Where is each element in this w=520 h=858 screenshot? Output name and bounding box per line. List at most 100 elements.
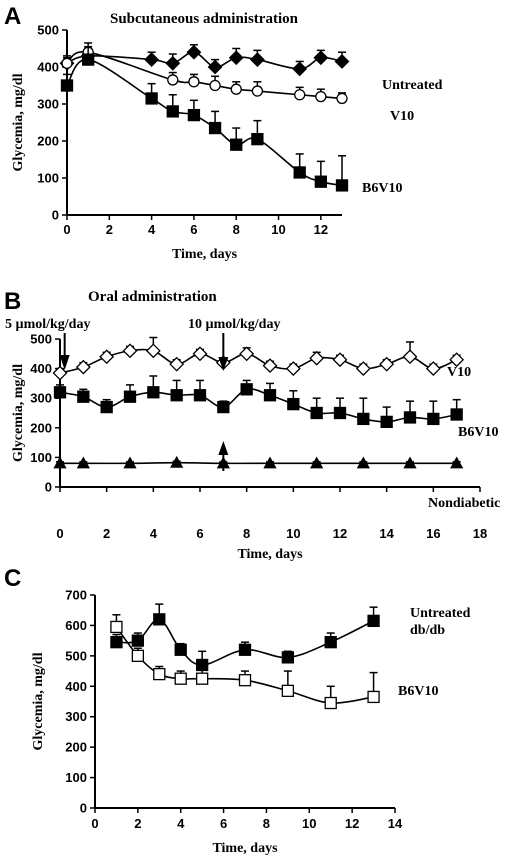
data-point — [174, 672, 187, 685]
chart-title: Oral administration — [88, 289, 217, 305]
series-label: B6V10 — [398, 684, 438, 699]
data-point — [170, 455, 184, 468]
x-tick-label: 8 — [263, 816, 270, 831]
x-tick-label: 2 — [103, 526, 110, 541]
data-point — [379, 356, 395, 372]
data-point — [53, 456, 67, 469]
x-tick-label: 4 — [148, 222, 156, 237]
data-point — [75, 359, 91, 375]
data-point — [147, 386, 160, 399]
panel-letter: C — [4, 565, 21, 592]
x-tick-label: 2 — [106, 222, 113, 237]
data-point — [309, 350, 325, 366]
data-point — [367, 690, 380, 704]
data-point — [324, 696, 337, 710]
x-tick-label: 0 — [91, 816, 98, 831]
data-point — [402, 349, 418, 365]
data-point — [450, 456, 464, 469]
data-point — [195, 672, 209, 685]
y-tick-label: 400 — [30, 361, 52, 376]
data-point — [188, 76, 200, 88]
x-tick-label: 14 — [379, 526, 394, 541]
data-point — [314, 175, 327, 188]
data-point — [324, 636, 337, 649]
data-point — [450, 408, 463, 421]
panel-A: A Subcutaneous administration 0 2 4 6 8 10 12 0 10… — [4, 3, 443, 262]
data-point — [287, 397, 300, 411]
data-point — [144, 52, 160, 68]
data-point — [110, 620, 123, 634]
data-point — [238, 674, 252, 687]
x-tick-label: 12 — [345, 816, 359, 831]
data-point — [403, 456, 417, 469]
y-tick-label: 0 — [45, 480, 52, 495]
series-label: B6V10 — [458, 425, 498, 440]
panel-C: C 0 2 4 6 8 10 12 14 0 100 200 300 400 500 600 700 Time, … — [4, 565, 471, 856]
data-point — [123, 456, 137, 469]
data-point — [230, 83, 242, 95]
x-tick-label: 8 — [233, 222, 240, 237]
data-point — [355, 361, 371, 377]
data-point — [122, 343, 138, 359]
x-tick-label: 18 — [473, 526, 487, 541]
data-point — [293, 166, 306, 179]
annotation-dose-5: 5 µmol/kg/day — [5, 317, 90, 332]
y-tick-label: 100 — [37, 171, 59, 186]
x-tick-label: 0 — [56, 526, 63, 541]
data-point — [249, 52, 265, 68]
data-point — [367, 614, 380, 628]
data-point — [207, 59, 223, 75]
y-axis-label: Glycemia, mg/dl — [11, 73, 26, 171]
series-label: B6V10 — [362, 181, 402, 196]
data-point — [167, 74, 179, 86]
data-point — [131, 649, 145, 663]
data-point — [82, 53, 95, 66]
data-point — [193, 389, 207, 402]
data-point — [310, 406, 323, 420]
y-tick-label: 100 — [30, 450, 52, 465]
y-tick-label: 400 — [65, 679, 87, 694]
panel-letter: B — [4, 288, 21, 315]
y-tick-label: 500 — [30, 332, 52, 347]
data-point — [336, 92, 348, 105]
x-tick-label: 16 — [426, 526, 440, 541]
series-line — [59, 348, 457, 374]
data-point — [217, 400, 230, 414]
arrow-head-down — [218, 357, 229, 371]
y-tick-label: 200 — [30, 420, 52, 435]
data-point — [77, 390, 90, 403]
series-line — [66, 51, 343, 100]
data-point — [425, 361, 441, 377]
data-point — [334, 54, 350, 69]
data-point — [228, 50, 244, 66]
data-point — [332, 352, 348, 368]
data-point — [310, 456, 324, 469]
x-tick-label: 0 — [63, 222, 70, 237]
x-tick-label: 10 — [271, 222, 285, 237]
data-point — [313, 50, 329, 66]
data-point — [292, 61, 308, 77]
data-point — [262, 358, 278, 374]
data-point — [357, 412, 370, 426]
x-tick-label: 10 — [302, 816, 316, 831]
data-point — [263, 456, 277, 469]
y-tick-label: 300 — [37, 97, 59, 112]
series-v10 — [52, 336, 465, 381]
series-line — [59, 388, 457, 423]
series-untreated-db-db — [110, 603, 380, 672]
y-axis-label: Glycemia, mg/dl — [11, 364, 26, 462]
data-point — [100, 400, 113, 414]
data-point — [240, 383, 253, 396]
data-point — [110, 636, 123, 649]
data-point — [192, 346, 208, 362]
series-line — [60, 461, 457, 465]
arrow-head-up — [218, 441, 229, 455]
series-label: Untreated — [410, 606, 471, 621]
x-axis-label: Time, days — [237, 547, 303, 562]
data-point — [251, 85, 264, 97]
data-point — [186, 44, 202, 60]
data-point — [239, 346, 255, 362]
y-tick-label: 700 — [65, 588, 87, 603]
y-tick-label: 300 — [65, 709, 87, 724]
data-point — [153, 613, 166, 626]
